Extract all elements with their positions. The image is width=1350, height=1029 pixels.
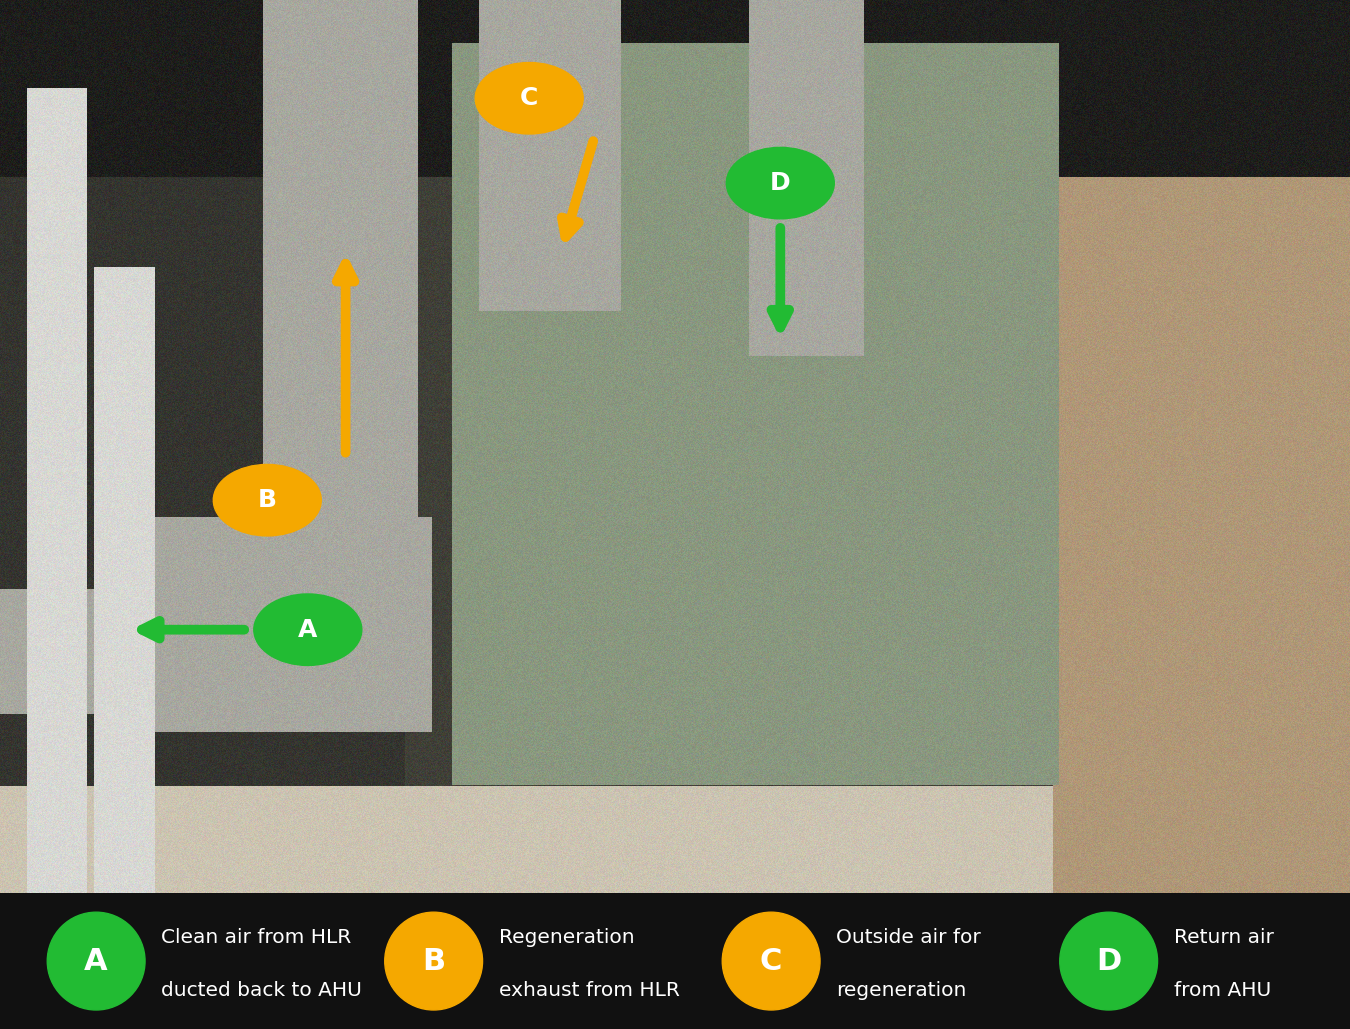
Text: C: C [760, 947, 783, 975]
Circle shape [213, 464, 321, 536]
Ellipse shape [722, 912, 819, 1010]
Text: ducted back to AHU: ducted back to AHU [161, 982, 362, 1000]
Text: Clean air from HLR: Clean air from HLR [161, 928, 351, 948]
Ellipse shape [1060, 912, 1157, 1010]
Text: A: A [298, 617, 317, 642]
Text: D: D [769, 171, 791, 196]
Text: regeneration: regeneration [836, 982, 967, 1000]
Circle shape [726, 147, 834, 219]
Text: D: D [1096, 947, 1122, 975]
Text: from AHU: from AHU [1173, 982, 1270, 1000]
Text: Return air: Return air [1173, 928, 1273, 948]
Text: B: B [423, 947, 446, 975]
Ellipse shape [47, 912, 144, 1010]
Text: Regeneration: Regeneration [498, 928, 634, 948]
Text: B: B [258, 488, 277, 512]
Text: Outside air for: Outside air for [836, 928, 981, 948]
Circle shape [475, 63, 583, 134]
Circle shape [254, 594, 362, 666]
Ellipse shape [385, 912, 482, 1010]
Text: exhaust from HLR: exhaust from HLR [498, 982, 679, 1000]
Text: C: C [520, 86, 539, 110]
Text: A: A [84, 947, 108, 975]
